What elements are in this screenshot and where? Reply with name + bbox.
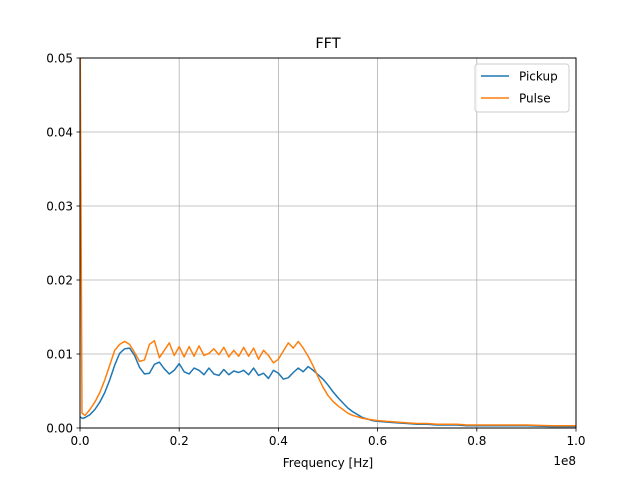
x-tick-label: 1.0	[566, 434, 585, 448]
x-tick-label: 0.4	[269, 434, 288, 448]
y-tick-label: 0.01	[46, 348, 73, 362]
x-axis-offset-label: 1e8	[553, 454, 576, 468]
legend-label-pickup: Pickup	[519, 70, 558, 84]
y-tick-label: 0.05	[46, 52, 73, 66]
x-tick-label: 0.0	[70, 434, 89, 448]
y-tick-label: 0.02	[46, 274, 73, 288]
chart-title: FFT	[315, 36, 340, 52]
y-tick-label: 0.00	[46, 422, 73, 436]
x-tick-label: 0.6	[368, 434, 387, 448]
legend: Pickup Pulse	[475, 64, 569, 112]
y-tick-label: 0.03	[46, 200, 73, 214]
x-axis-label: Frequency [Hz]	[283, 456, 374, 470]
legend-label-pulse: Pulse	[519, 92, 551, 106]
x-tick-label: 0.8	[467, 434, 486, 448]
y-tick-label: 0.04	[46, 126, 73, 140]
x-tick-label: 0.2	[170, 434, 189, 448]
